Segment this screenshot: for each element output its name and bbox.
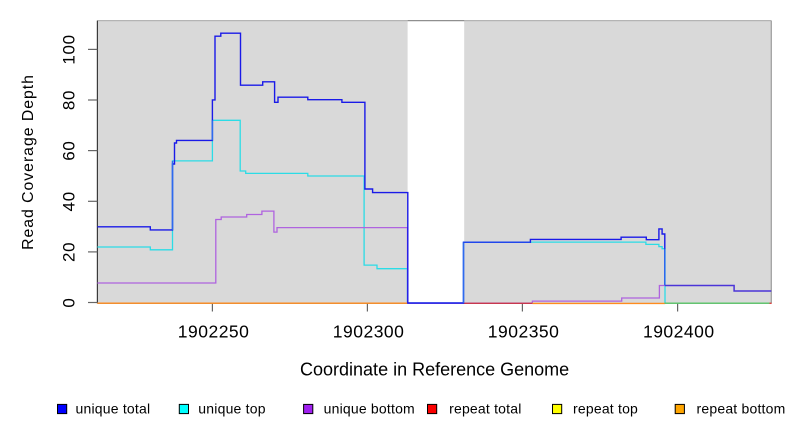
svg-text:20: 20	[59, 242, 78, 262]
svg-text:unique total: unique total	[76, 400, 151, 416]
svg-text:1902400: 1902400	[643, 322, 715, 342]
svg-text:Read Coverage Depth: Read Coverage Depth	[20, 74, 37, 250]
svg-text:Coordinate in Reference Genome: Coordinate in Reference Genome	[300, 359, 569, 379]
svg-text:60: 60	[59, 140, 78, 160]
svg-text:unique bottom: unique bottom	[324, 400, 415, 416]
svg-text:100: 100	[59, 34, 78, 64]
svg-text:1902350: 1902350	[488, 322, 560, 342]
svg-text:unique top: unique top	[198, 400, 265, 416]
svg-text:repeat bottom: repeat bottom	[697, 400, 786, 416]
svg-text:repeat top: repeat top	[573, 400, 638, 416]
svg-text:repeat total: repeat total	[449, 400, 521, 416]
svg-text:1902250: 1902250	[178, 322, 250, 342]
svg-text:40: 40	[59, 191, 78, 211]
svg-text:1902300: 1902300	[333, 322, 405, 342]
svg-text:80: 80	[59, 90, 78, 110]
svg-text:0: 0	[59, 297, 78, 307]
